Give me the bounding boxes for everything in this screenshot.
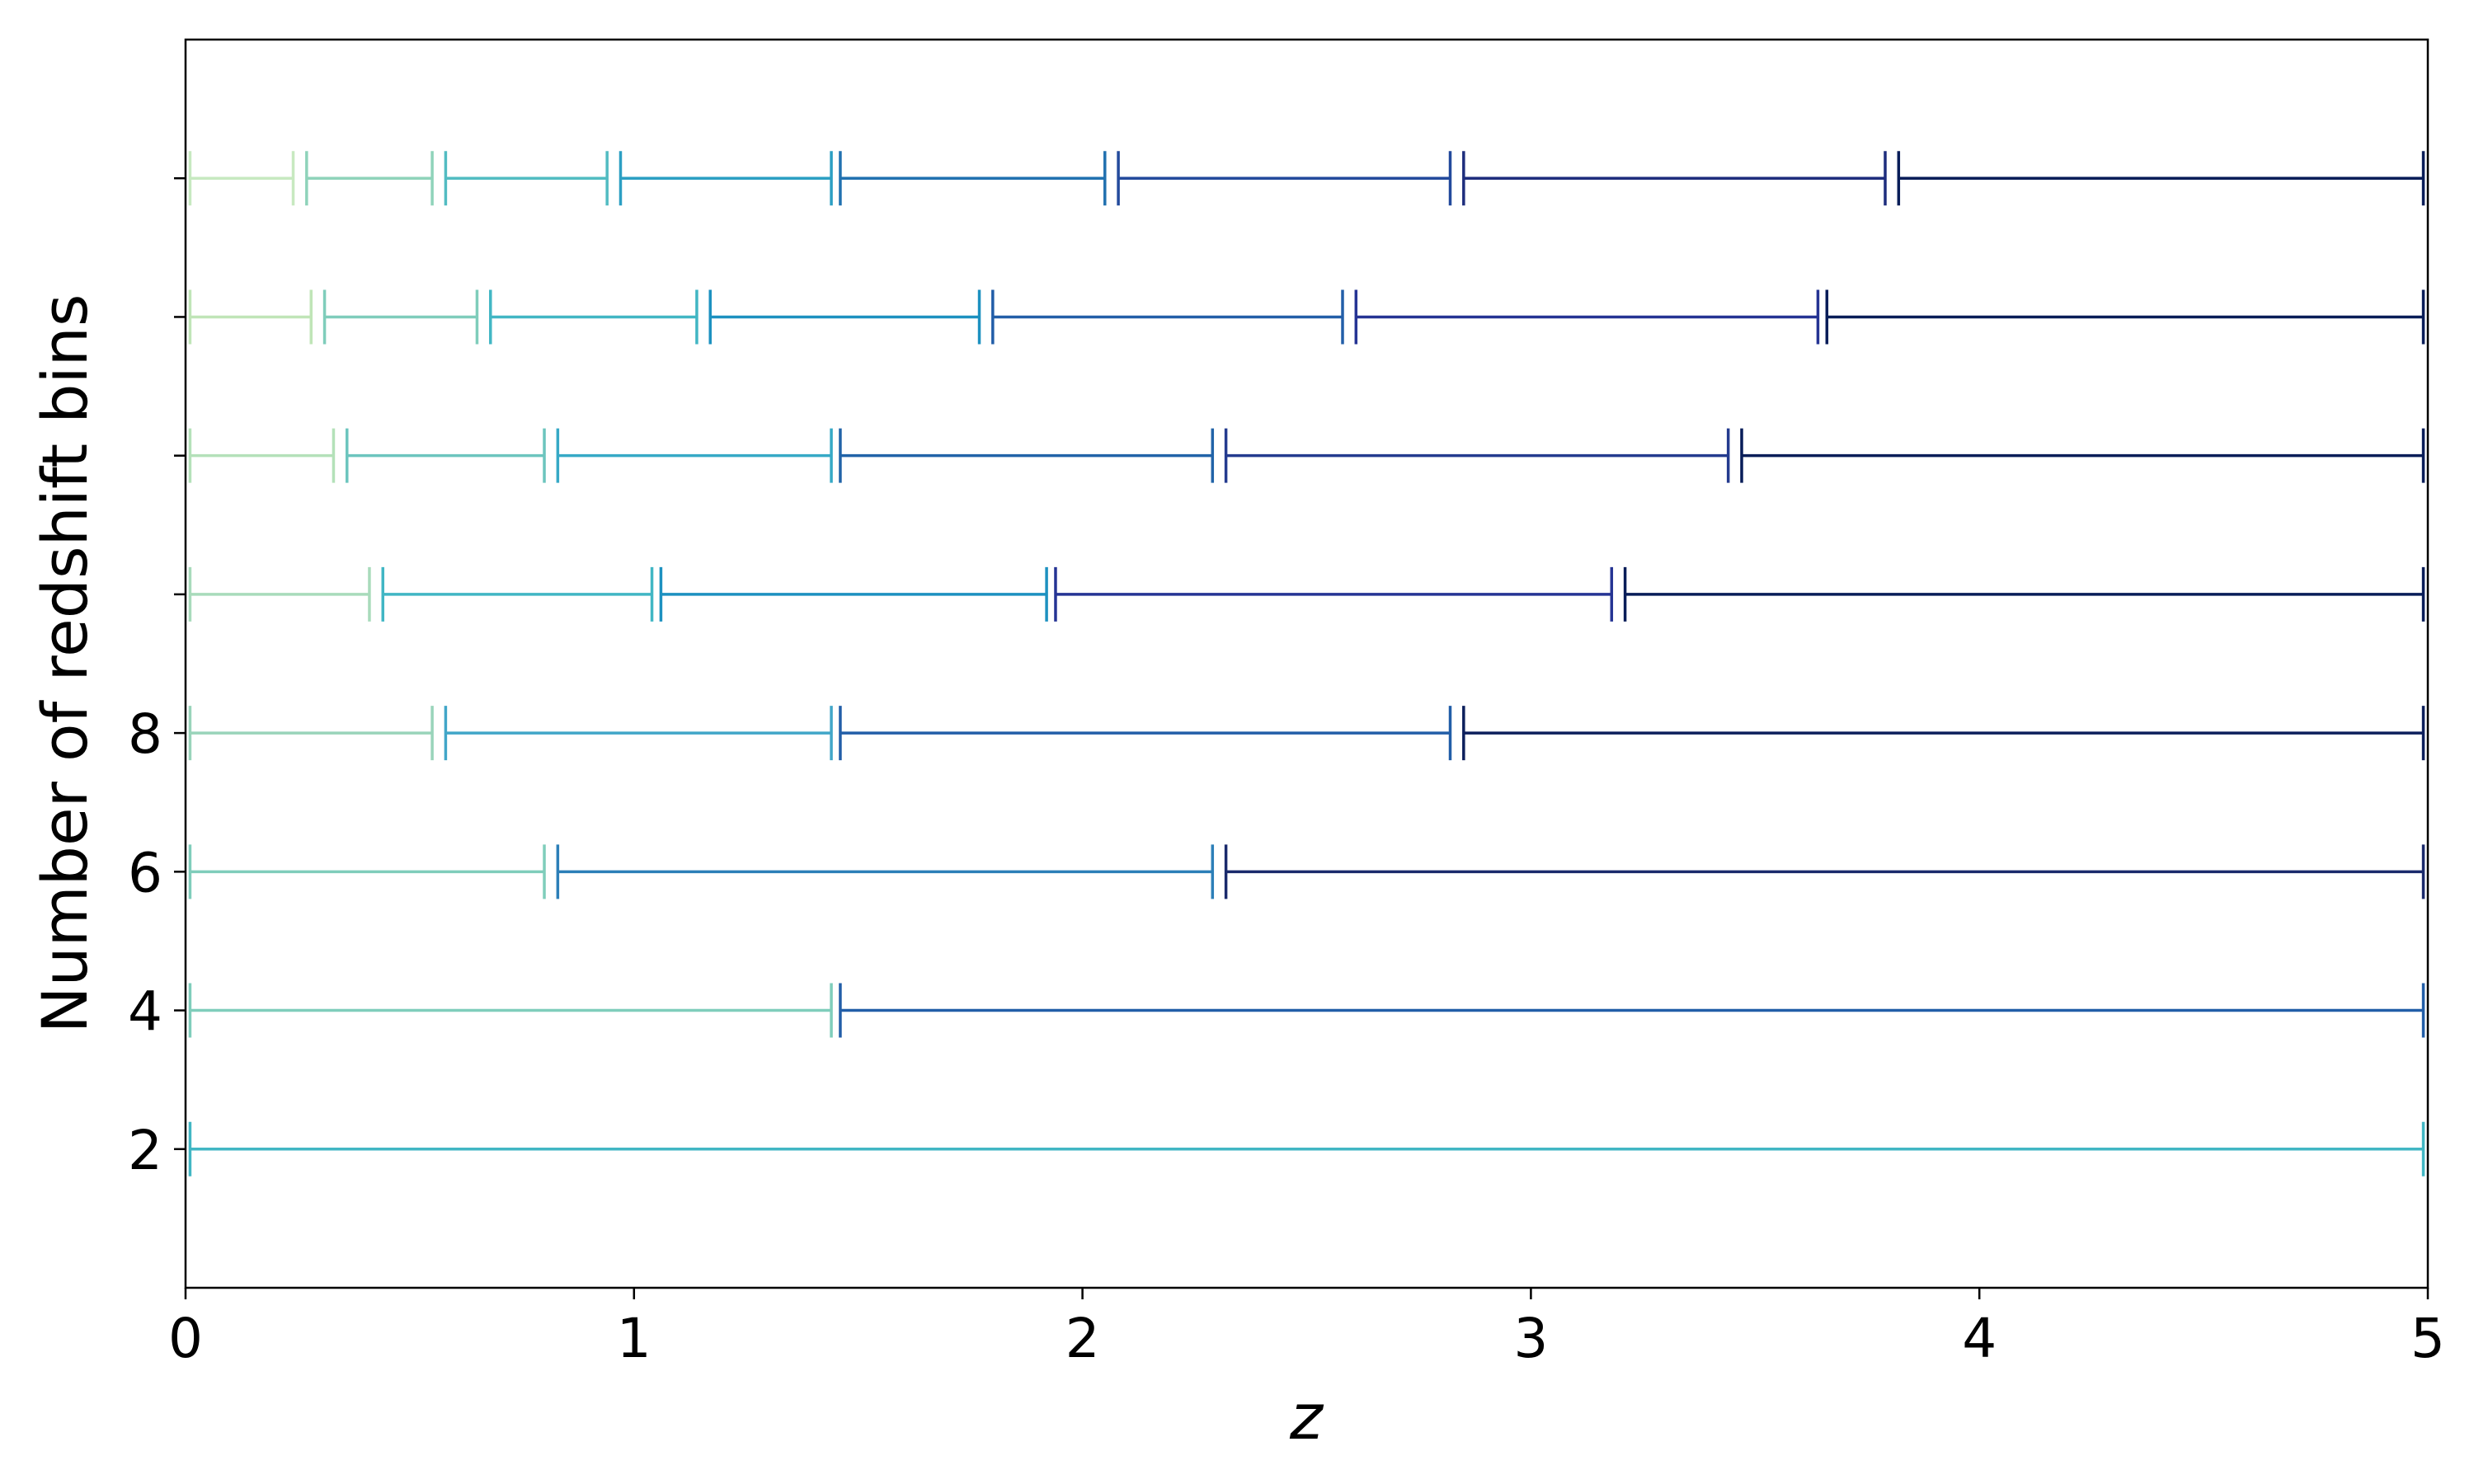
- y-tick-label: 6: [128, 841, 162, 904]
- y-tick-label: 8: [128, 702, 162, 766]
- x-tick-label: 3: [1513, 1307, 1548, 1370]
- x-tick-label: 0: [168, 1307, 203, 1370]
- x-tick-label: 1: [617, 1307, 651, 1370]
- x-tick-label: 4: [1962, 1307, 1997, 1370]
- x-axis-label: z: [1289, 1380, 1324, 1453]
- y-axis-label: Number of redshift bins: [28, 294, 101, 1034]
- y-tick-label: 2: [128, 1119, 162, 1182]
- x-tick-label: 2: [1065, 1307, 1100, 1370]
- y-tick-label: 4: [128, 980, 162, 1044]
- plot-frame: [184, 38, 2429, 1289]
- x-tick-label: 5: [2411, 1307, 2445, 1370]
